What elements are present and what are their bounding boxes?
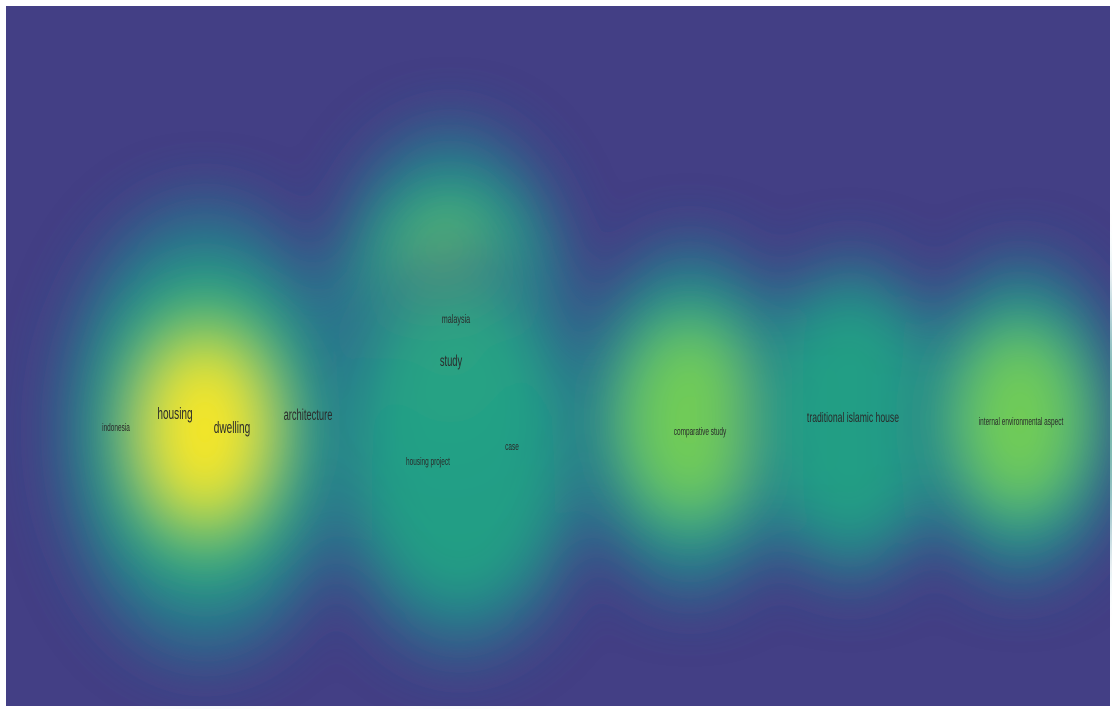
- keyword-label: housing: [157, 405, 192, 423]
- keyword-label: case: [505, 440, 519, 452]
- keyword-label: internal environmental aspect: [979, 415, 1064, 427]
- keyword-label: housing project: [406, 455, 450, 467]
- keyword-label: study: [440, 353, 463, 370]
- keyword-label: architecture: [284, 407, 333, 424]
- keyword-label: malaysia: [442, 313, 471, 326]
- density-cluster-layer: [767, 294, 933, 546]
- density-blobs: [55, 120, 1112, 665]
- keyword-label: indonesia: [102, 421, 130, 433]
- keyword-label: comparative study: [674, 425, 727, 437]
- keyword-label: dwelling: [214, 419, 250, 437]
- density-cluster-layer: [153, 352, 257, 508]
- density-cluster-layer: [627, 326, 753, 514]
- density-cluster-layer: [356, 292, 564, 608]
- keyword-label: traditional islamic house: [807, 410, 899, 426]
- keyword-labels: indonesia housing dwelling architecture mala…: [102, 313, 1064, 467]
- density-cluster-layer: [962, 333, 1078, 507]
